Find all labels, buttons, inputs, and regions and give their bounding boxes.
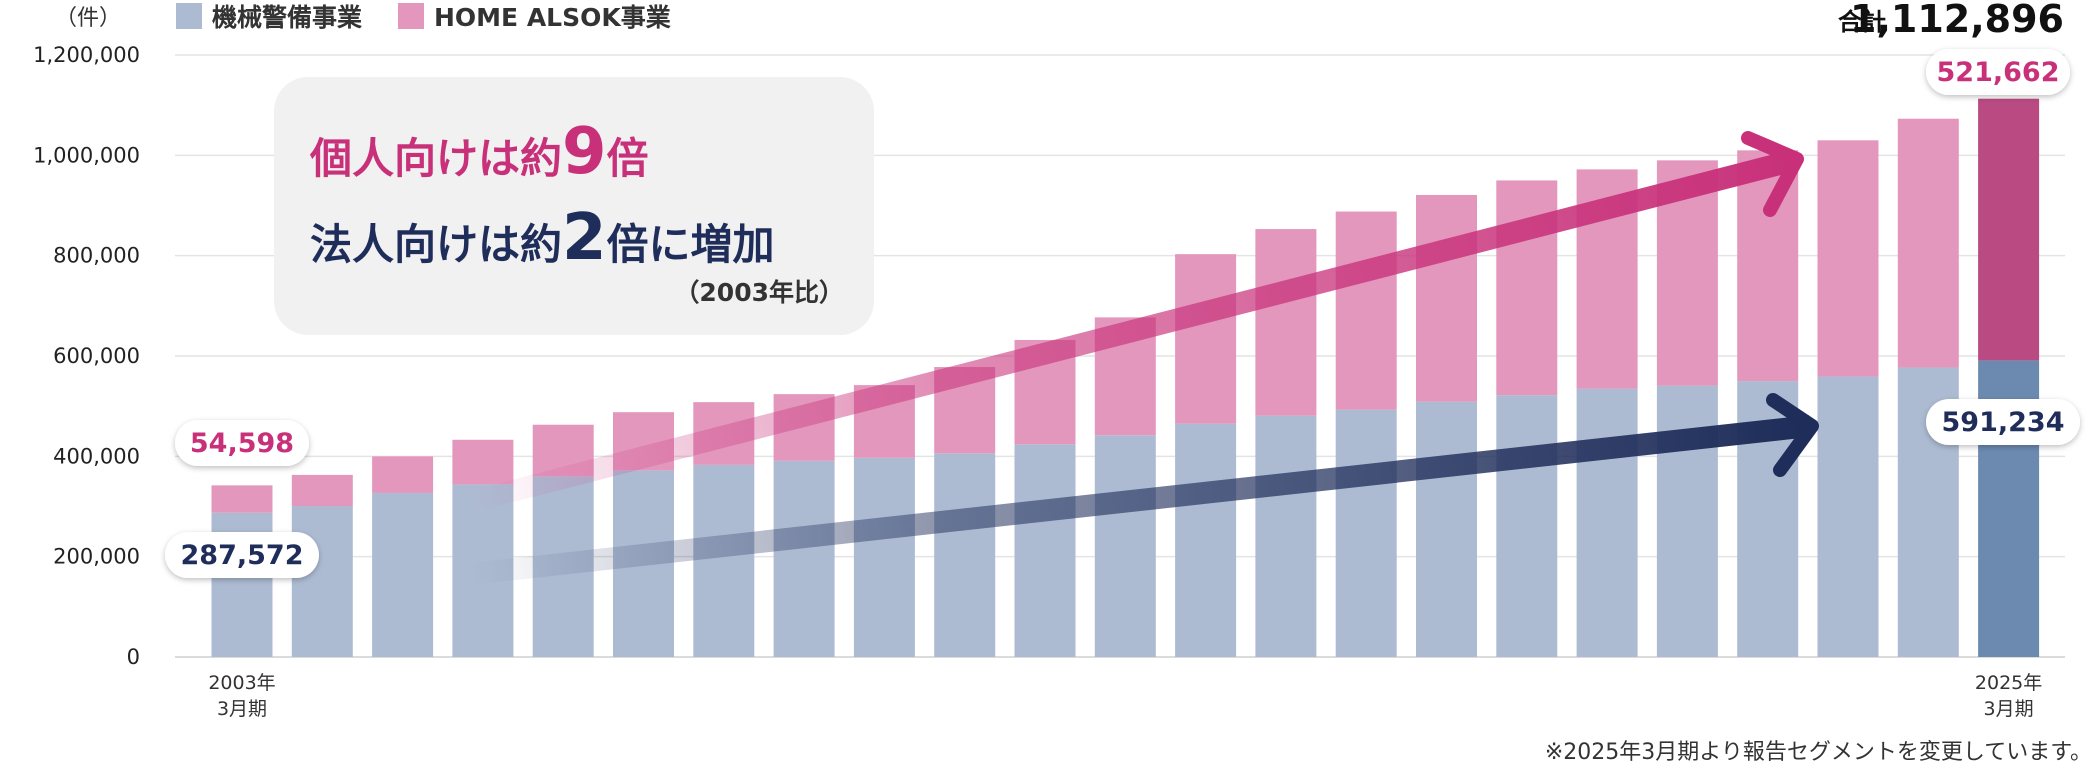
annotation-line-machine: 法人向けは約2倍に増加 <box>310 201 775 275</box>
total-label: 合計 <box>1838 8 1886 36</box>
callout-last-home: 521,662 <box>1926 49 2070 95</box>
home-trend-arrow-shaft <box>467 149 1798 513</box>
total: 合計 1,112,896 <box>1838 0 2064 41</box>
callout-first-machine-text: 287,572 <box>181 540 304 571</box>
bar-machine <box>693 464 755 657</box>
bar-home <box>1175 254 1237 424</box>
bar-machine <box>1576 388 1638 657</box>
home-trend-arrow-head <box>1741 131 1804 217</box>
bar-machine <box>291 505 353 657</box>
annotation-line-home: 個人向けは約9倍 <box>310 115 649 189</box>
bar-machine <box>1335 409 1397 657</box>
bar-home <box>452 439 514 485</box>
bar-home <box>1335 211 1397 410</box>
bar-machine <box>1014 444 1076 657</box>
annotation-home-post: 倍 <box>606 134 649 183</box>
legend-swatch-machine <box>176 3 202 29</box>
legend-label-home: HOME ALSOK事業 <box>434 3 671 32</box>
y-tick-label: 0 <box>127 645 140 669</box>
annotation-subtext: （2003年比） <box>674 278 844 307</box>
y-tick-label: 600,000 <box>53 344 140 368</box>
annotation-home-multiplier: 9 <box>562 115 607 189</box>
bar-machine <box>773 460 835 657</box>
callout-last-machine: 591,234 <box>1926 399 2080 445</box>
y-tick-label: 800,000 <box>53 244 140 268</box>
footnote: ※2025年3月期より報告セグメントを変更しています。 <box>1544 740 2092 765</box>
legend: （件） 機械警備事業 HOME ALSOK事業 <box>55 3 671 32</box>
trend-arrows <box>467 131 1819 585</box>
bar-home <box>1255 229 1317 416</box>
bar-home <box>1817 140 1879 377</box>
callout-first-home-text: 54,598 <box>190 428 294 459</box>
annotation-machine-post: 倍に増加 <box>606 220 775 269</box>
total-value: 1,112,896 <box>1850 0 2064 41</box>
bar-home <box>211 485 273 513</box>
bar-machine <box>1175 423 1237 657</box>
annotation-machine-pre: 法人向けは約 <box>310 220 563 269</box>
y-tick-label: 1,200,000 <box>33 43 140 67</box>
y-axis: 0 200,000 400,000 600,000 800,000 1,000,000 1,… <box>33 43 140 669</box>
callouts: 54,598 287,572 521,662 591,234 <box>165 49 2080 578</box>
bar-machine <box>372 492 434 657</box>
x-tick-label: 2025年 3月期 <box>1975 672 2042 720</box>
bar-home <box>291 474 353 506</box>
annotation-home-pre: 個人向けは約 <box>310 134 563 183</box>
annotation-machine-multiplier: 2 <box>562 201 607 275</box>
bar-home <box>1416 194 1477 402</box>
bar-home <box>1978 98 2040 361</box>
bar-home <box>372 456 434 493</box>
machine-trend-arrow-head <box>1766 393 1819 477</box>
callout-first-home: 54,598 <box>175 420 309 466</box>
legend-swatch-home <box>398 3 424 29</box>
callout-last-home-text: 521,662 <box>1937 57 2060 88</box>
x-tick-label: 2003年 3月期 <box>208 672 275 720</box>
machine-trend-arrow-shaft <box>468 415 1812 585</box>
y-tick-label: 1,000,000 <box>33 143 140 167</box>
bar-machine <box>1416 401 1477 657</box>
bar-machine <box>1094 435 1156 657</box>
bar-machine <box>934 453 996 657</box>
x-axis: 2003年 3月期 2025年 3月期 <box>208 672 2042 720</box>
annotation-box: 個人向けは約9倍 法人向けは約2倍に増加 （2003年比） <box>274 77 874 335</box>
legend-label-machine: 機械警備事業 <box>212 3 362 32</box>
bar-home <box>1897 118 1959 368</box>
y-tick-label: 400,000 <box>53 444 140 468</box>
y-tick-label: 200,000 <box>53 545 140 569</box>
bar-machine <box>1255 415 1317 657</box>
unit-label: （件） <box>55 6 121 31</box>
callout-last-machine-text: 591,234 <box>1942 407 2065 438</box>
bar-machine <box>1496 395 1558 657</box>
bar-machine <box>1817 376 1879 657</box>
callout-first-machine: 287,572 <box>165 532 319 578</box>
bar-machine <box>853 457 915 657</box>
